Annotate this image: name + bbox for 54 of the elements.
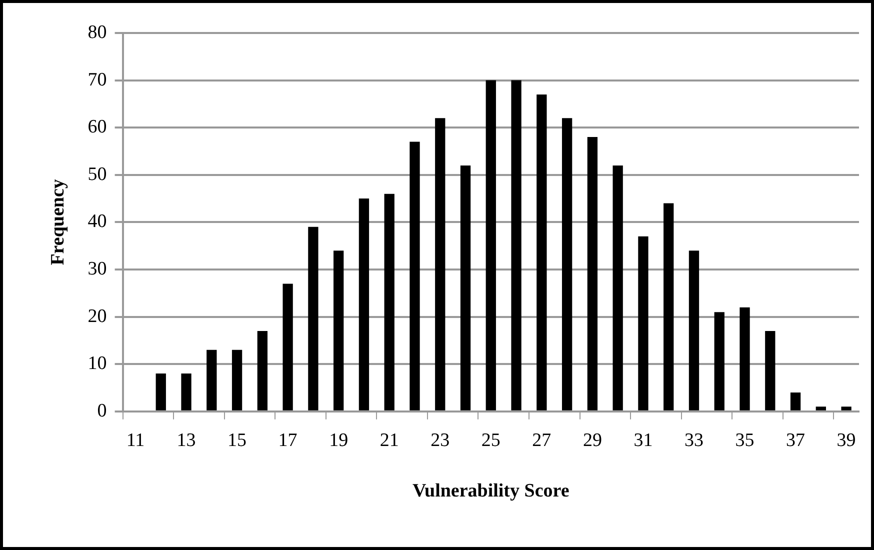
bar [536, 94, 547, 410]
bar [841, 406, 852, 410]
x-tick-label: 31 [634, 430, 653, 451]
x-tick-label: 25 [481, 430, 500, 451]
bar [358, 198, 370, 410]
y-tick-label: 10 [88, 353, 107, 374]
x-axis-title: Vulnerability Score [412, 480, 570, 502]
x-tick-label: 35 [735, 430, 754, 451]
x-tick-label: 17 [278, 430, 298, 451]
bar [308, 226, 318, 410]
bar [232, 350, 242, 410]
y-tick-label: 60 [88, 116, 107, 138]
bar [410, 142, 420, 410]
bar [384, 194, 394, 410]
x-tick-label: 19 [329, 430, 348, 451]
y-tick-label: 30 [88, 258, 107, 280]
bar [435, 118, 446, 410]
x-tick-label: 23 [430, 430, 450, 451]
bar [206, 350, 217, 410]
x-tick-label: 33 [684, 430, 704, 451]
bar [156, 374, 166, 410]
x-tick-label: 39 [836, 430, 856, 451]
bar [664, 203, 674, 410]
bar [765, 330, 776, 410]
x-tick-label: 37 [786, 430, 806, 451]
x-tick-label: 21 [380, 430, 399, 451]
bar [688, 250, 700, 410]
bar [638, 236, 648, 410]
y-tick-label: 50 [88, 164, 107, 185]
bar [460, 165, 471, 410]
bar [790, 392, 801, 410]
x-tick-label: 11 [126, 430, 145, 451]
y-tick-label: 80 [88, 22, 107, 43]
bar [816, 406, 826, 410]
x-tick-label: 27 [532, 430, 552, 451]
y-tick-label: 70 [88, 69, 107, 90]
y-axis-title: Frequency [47, 178, 68, 266]
y-tick-label: 40 [88, 211, 107, 232]
bar [587, 137, 598, 410]
y-tick-label: 20 [88, 306, 107, 327]
bar [181, 374, 192, 410]
bar [612, 165, 623, 410]
bar [562, 118, 572, 410]
x-tick-label: 15 [228, 430, 247, 451]
x-tick-label: 13 [176, 430, 196, 451]
bar [511, 80, 522, 410]
bar [740, 307, 750, 410]
y-tick-label: 0 [97, 400, 107, 422]
bar [486, 80, 496, 410]
bar [257, 330, 268, 410]
bar [714, 312, 724, 410]
bar [282, 284, 293, 410]
x-tick-label: 29 [582, 430, 602, 451]
bar [334, 250, 344, 410]
